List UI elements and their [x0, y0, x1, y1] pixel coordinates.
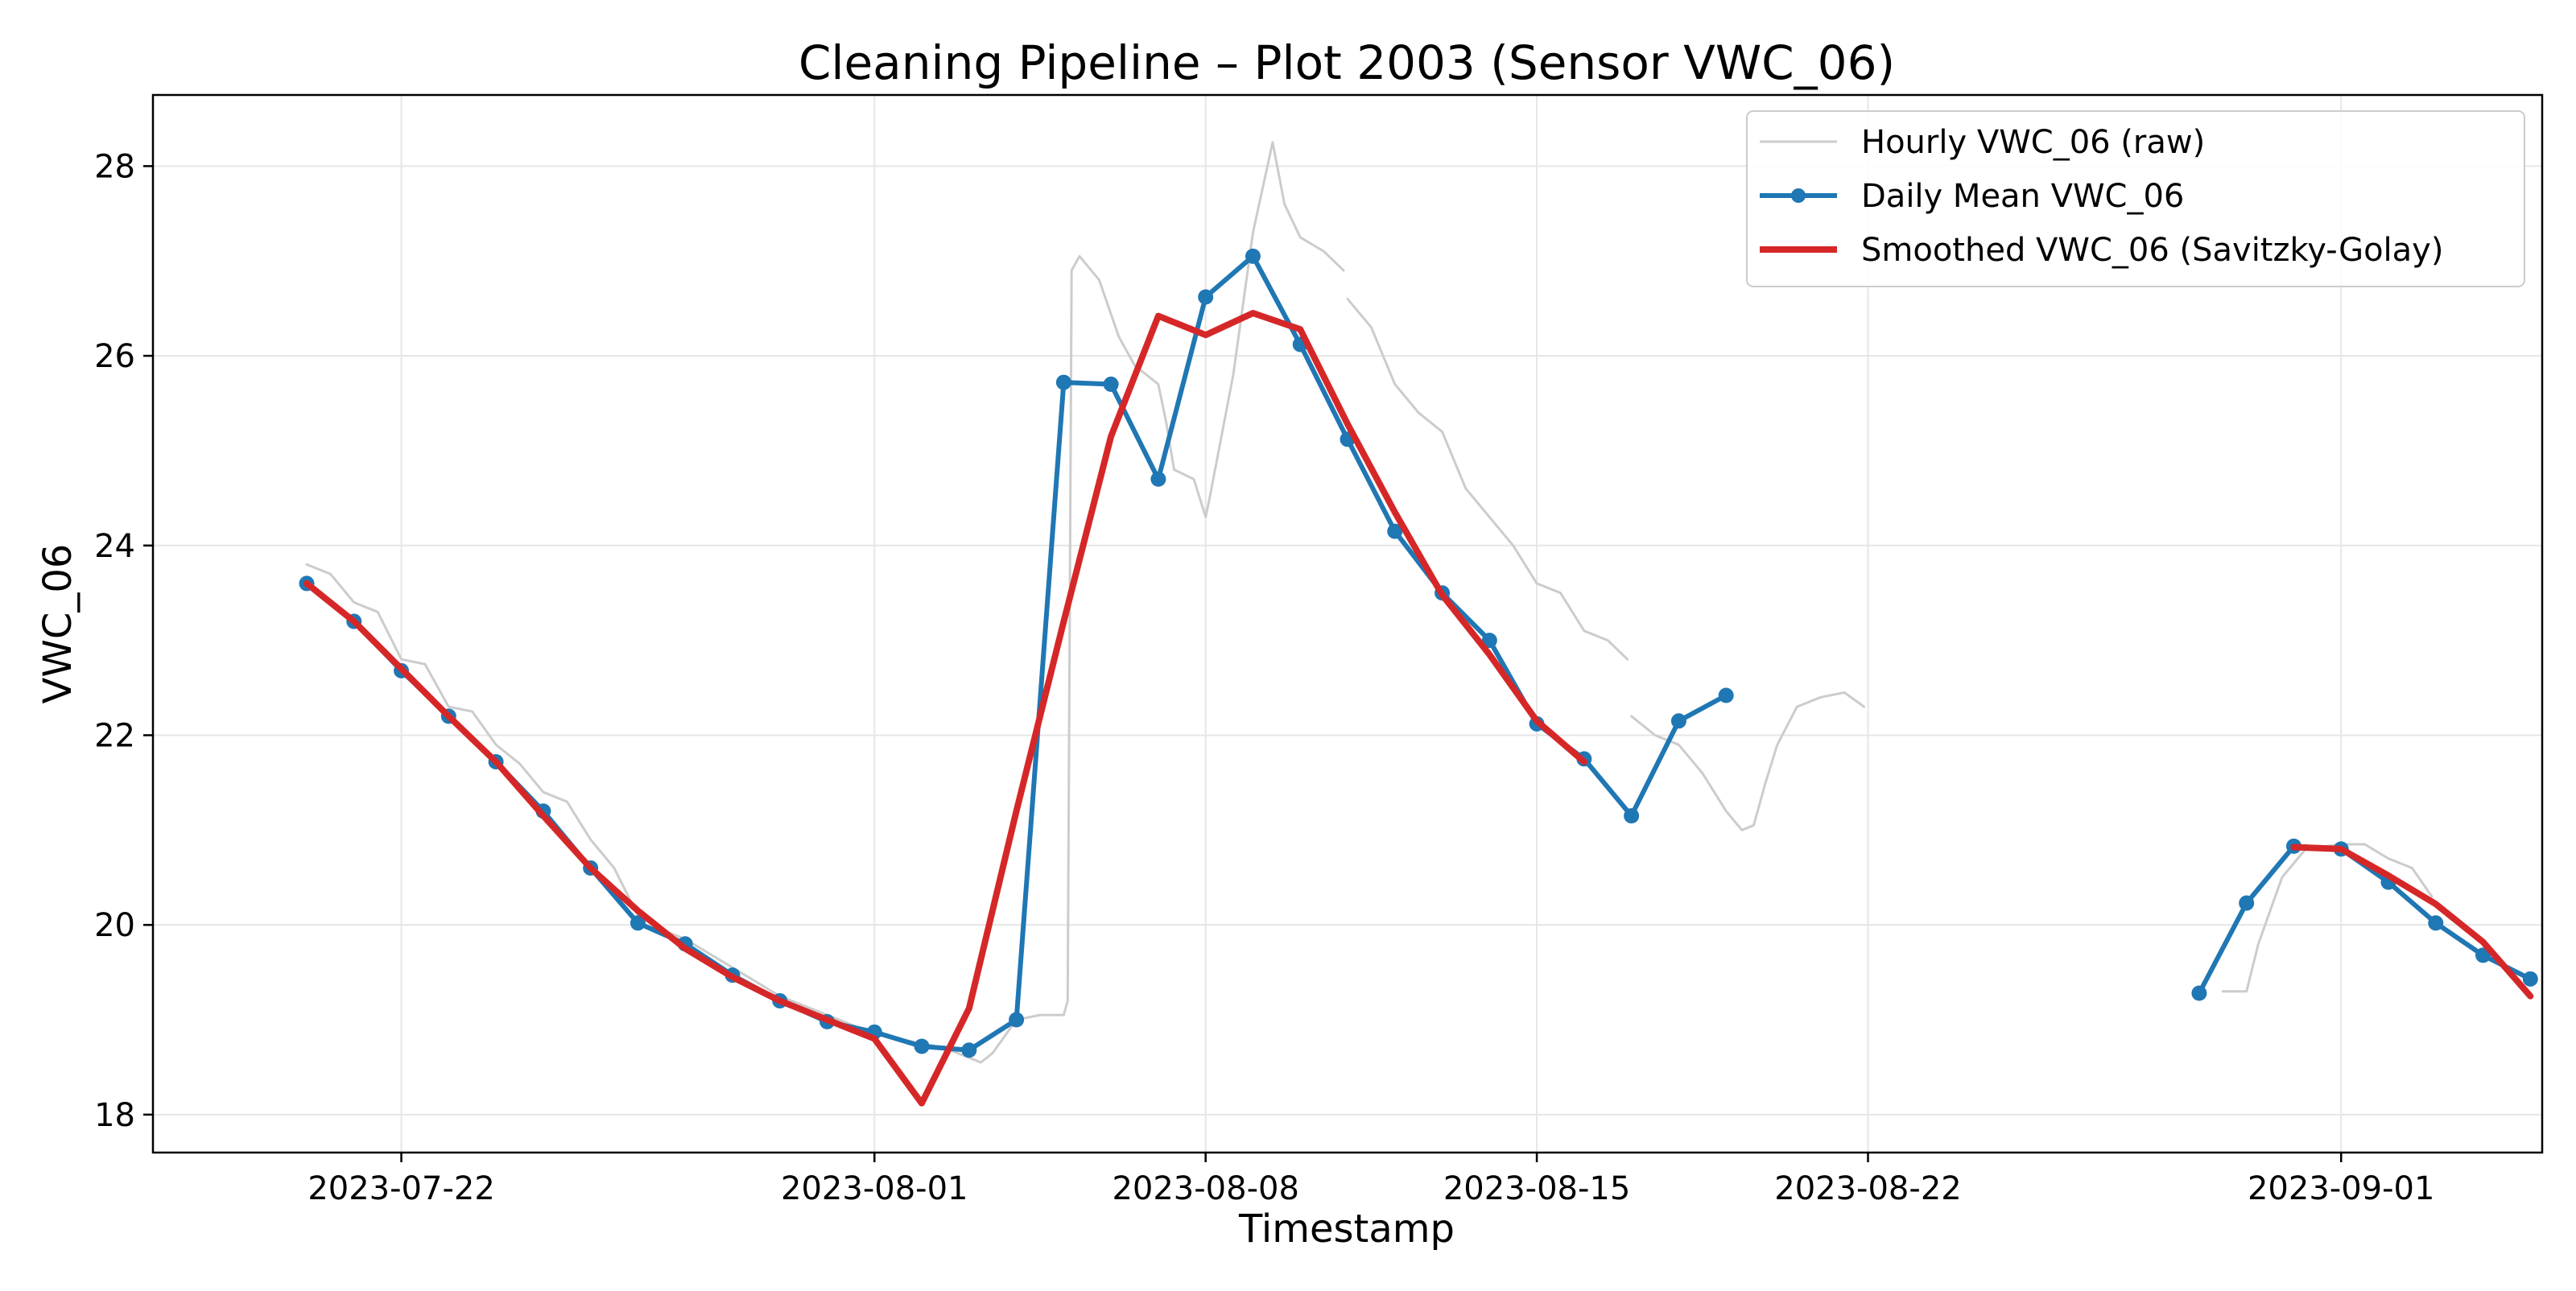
daily-point-0-14 [961, 1042, 977, 1058]
y-tick-label-3: 24 [94, 528, 135, 565]
raw-series-line-2 [1630, 691, 1866, 831]
legend-marker-daily [1791, 188, 1806, 203]
legend: Hourly VWC_06 (raw) Daily Mean VWC_06 Sm… [1746, 110, 2525, 287]
daily-point-0-25 [1481, 633, 1497, 649]
daily-point-0-17 [1103, 376, 1119, 392]
daily-point-0-13 [914, 1038, 930, 1054]
daily-point-0-7 [630, 915, 646, 931]
legend-label-smoothed: Smoothed VWC_06 (Savitzky-Golay) [1861, 232, 2443, 269]
chart-title: Cleaning Pipeline – Plot 2003 (Sensor VW… [799, 35, 1895, 90]
daily-point-1-6 [2475, 947, 2491, 963]
y-tick-label-1: 20 [94, 907, 135, 944]
daily-point-0-19 [1198, 289, 1214, 305]
y-tick-label-0: 18 [94, 1097, 135, 1134]
daily-point-1-1 [2239, 895, 2255, 911]
daily-point-1-5 [2428, 915, 2444, 931]
daily-series-line-1 [2196, 843, 2533, 996]
x-tick-label-4: 2023-08-22 [1774, 1170, 1961, 1207]
daily-point-0-15 [1009, 1012, 1025, 1028]
series-layer [299, 141, 2538, 1107]
daily-point-1-0 [2191, 985, 2207, 1001]
plot-frame [151, 93, 2544, 1154]
legend-label-raw: Hourly VWC_06 (raw) [1861, 124, 2205, 161]
daily-series-line-0 [304, 254, 1729, 1053]
daily-point-0-29 [1670, 713, 1686, 729]
legend-box [1746, 110, 2525, 287]
daily-point-0-28 [1624, 808, 1640, 824]
smoothed-series-line-0 [303, 310, 1587, 1107]
legend-label-daily: Daily Mean VWC_06 [1861, 178, 2184, 215]
y-axis-title: VWC_06 [35, 544, 80, 704]
daily-point-1-7 [2522, 971, 2538, 987]
x-tick-label-0: 2023-07-22 [308, 1170, 494, 1207]
y-tick-label-4: 26 [94, 338, 135, 375]
ticks: 2023-07-22 2023-08-01 2023-08-08 2023-08-15… [94, 148, 2434, 1207]
x-tick-label-1: 2023-08-01 [781, 1170, 968, 1207]
daily-point-0-18 [1150, 471, 1166, 487]
daily-point-0-20 [1245, 248, 1261, 264]
x-tick-label-3: 2023-08-15 [1443, 1170, 1630, 1207]
daily-point-0-30 [1718, 687, 1734, 703]
x-tick-label-2: 2023-08-08 [1112, 1170, 1298, 1207]
raw-series-line-1 [1346, 297, 1629, 661]
daily-point-0-23 [1387, 523, 1403, 539]
y-tick-label-5: 28 [94, 148, 135, 185]
raw-series-line-3 [2221, 843, 2434, 993]
y-tick-label-2: 22 [94, 717, 135, 754]
smoothed-series-line-1 [2290, 843, 2534, 1000]
x-tick-label-5: 2023-09-01 [2248, 1170, 2434, 1207]
x-axis-title: Timestamp [1238, 1206, 1455, 1252]
daily-point-0-16 [1055, 374, 1071, 390]
